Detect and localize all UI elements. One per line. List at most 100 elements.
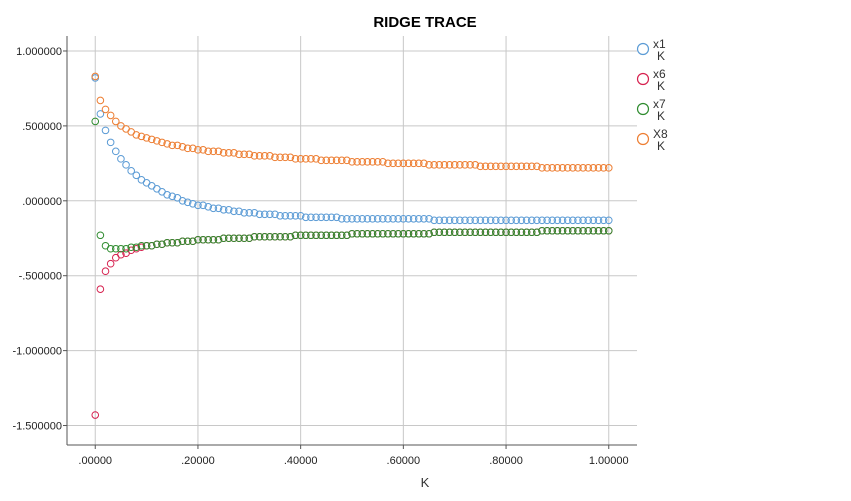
data-point: [337, 214, 346, 223]
data-point: [163, 191, 171, 199]
data-point: [538, 164, 546, 172]
data-point: [507, 228, 515, 237]
data-point: [337, 231, 346, 240]
data-point: [245, 150, 254, 159]
data-point: [440, 216, 449, 225]
series-3: [91, 117, 613, 253]
data-point: [260, 210, 269, 219]
axes: [66, 36, 637, 446]
data-point: [404, 214, 413, 223]
data-point: [569, 164, 577, 172]
data-point: [250, 152, 259, 160]
data-point: [117, 250, 125, 259]
data-point: [214, 147, 223, 156]
data-point: [276, 232, 284, 241]
data-point: [481, 162, 490, 171]
data-point: [245, 234, 254, 243]
data-point: [101, 126, 110, 135]
data-point: [209, 204, 218, 213]
data-point: [373, 214, 382, 223]
data-point: [250, 208, 259, 217]
data-point: [276, 153, 284, 162]
data-point: [394, 159, 403, 168]
data-point: [389, 229, 397, 238]
data-point: [420, 229, 428, 238]
data-point: [384, 159, 392, 168]
data-point: [379, 158, 387, 166]
data-point: [481, 228, 490, 237]
data-point: [337, 156, 346, 165]
data-point: [147, 135, 156, 144]
data-point: [317, 213, 325, 222]
data-point: [332, 156, 341, 165]
data-point: [348, 158, 356, 166]
data-point: [533, 162, 541, 171]
data-point: [594, 164, 603, 172]
data-point: [142, 241, 151, 250]
data-point: [569, 216, 577, 225]
data-point: [214, 235, 223, 244]
data-point: [471, 216, 480, 225]
data-point: [117, 244, 125, 253]
data-point: [384, 214, 392, 223]
data-point: [574, 164, 582, 172]
y-tick-label: .500000: [22, 121, 62, 133]
data-point: [604, 226, 613, 235]
data-point: [466, 161, 474, 169]
data-point: [461, 216, 469, 225]
data-point: [461, 228, 469, 237]
data-point: [389, 214, 397, 223]
data-point: [445, 216, 454, 225]
data-point: [224, 205, 233, 214]
data-point: [111, 117, 120, 126]
data-point: [553, 216, 562, 225]
data-point: [425, 161, 433, 169]
series-4: [91, 72, 613, 172]
data-point: [394, 229, 403, 238]
tick-labels: .00000 .20000 .40000 .60000 .80000 1.00000 1.0…: [12, 46, 628, 467]
data-point: [574, 226, 582, 235]
data-point: [332, 213, 341, 222]
data-point: [266, 232, 274, 241]
data-point: [563, 164, 572, 172]
data-point: [389, 159, 397, 168]
data-point: [122, 161, 130, 169]
legend-item: x1 K: [636, 37, 666, 63]
data-point: [132, 131, 141, 139]
data-point: [358, 229, 367, 238]
series-2: [91, 226, 613, 419]
data-point: [456, 216, 464, 225]
data-point: [584, 226, 593, 235]
data-point: [199, 235, 207, 244]
data-point: [132, 171, 141, 180]
data-point: [255, 232, 264, 241]
data-point: [589, 226, 598, 235]
data-point: [430, 161, 438, 169]
data-point: [466, 228, 474, 237]
data-point: [307, 231, 315, 240]
data-point: [456, 161, 464, 169]
data-point: [548, 226, 557, 235]
data-point: [235, 207, 243, 216]
data-point: [91, 411, 100, 419]
data-point: [204, 235, 213, 244]
data-point: [322, 213, 331, 222]
data-point: [594, 216, 603, 225]
legend-label: x1 K: [653, 37, 666, 63]
data-point: [183, 144, 192, 153]
data-point: [312, 213, 320, 222]
data-point: [96, 96, 105, 105]
data-point: [476, 228, 485, 237]
data-point: [543, 226, 551, 235]
data-point: [219, 205, 228, 214]
data-point: [435, 228, 444, 237]
data-point: [563, 216, 572, 225]
data-point: [178, 197, 187, 205]
y-tick-label: 1.000000: [16, 46, 62, 58]
grid-lines: [67, 36, 637, 445]
data-point: [173, 141, 182, 150]
x-tick-label: .40000: [284, 455, 318, 467]
data-point: [343, 214, 351, 223]
y-tick-label: -1.500000: [12, 421, 62, 433]
data-point: [445, 161, 454, 169]
